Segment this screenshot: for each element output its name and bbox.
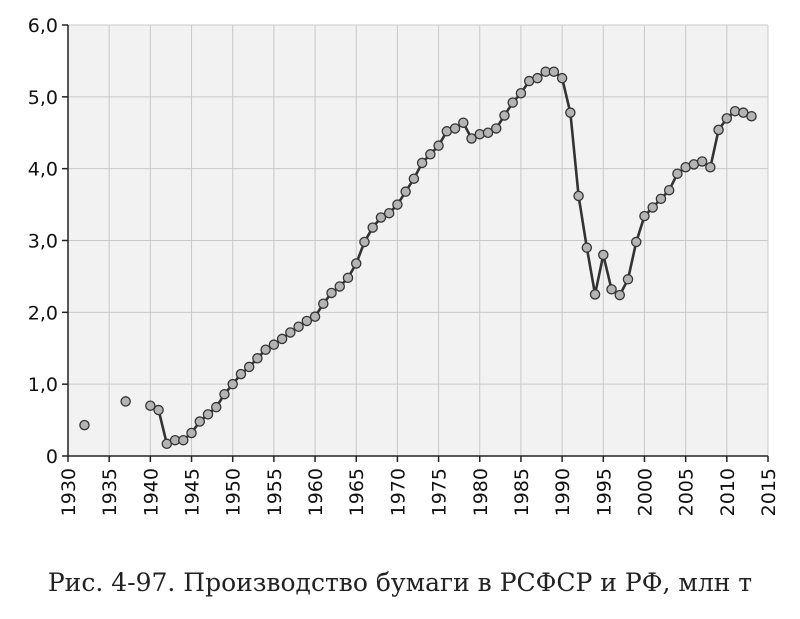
data-point xyxy=(565,107,576,118)
data-point xyxy=(375,212,387,223)
paper-production-chart: 1930 1935 1940 1945 1950 1955 1960 1965 1970 1975… xyxy=(28,15,780,516)
x-tick-label: 2000 xyxy=(634,468,656,516)
data-point xyxy=(367,222,378,233)
data-point xyxy=(153,404,164,416)
data-point xyxy=(746,110,757,122)
data-point xyxy=(548,66,560,77)
data-point xyxy=(433,140,444,151)
x-tick-label: 2005 xyxy=(676,468,698,516)
data-point xyxy=(614,289,626,301)
data-point xyxy=(268,339,280,350)
data-point xyxy=(301,315,313,327)
x-tick-label: 1950 xyxy=(223,468,245,516)
data-point xyxy=(466,133,477,144)
data-point xyxy=(383,207,395,219)
data-point xyxy=(573,190,584,202)
data-point xyxy=(243,361,255,373)
data-point xyxy=(606,284,617,295)
data-point xyxy=(252,353,263,364)
x-tick-label: 1945 xyxy=(182,468,204,516)
data-point xyxy=(515,87,527,99)
data-point xyxy=(581,242,593,253)
data-point xyxy=(639,210,650,222)
x-tick-label: 1970 xyxy=(387,468,409,516)
data-point xyxy=(630,236,642,248)
y-tick-label: 4,0 xyxy=(28,159,58,181)
data-point xyxy=(532,72,543,84)
y-tick-label: 2,0 xyxy=(28,302,58,324)
data-point xyxy=(79,419,90,431)
data-point xyxy=(285,327,296,338)
data-point xyxy=(499,110,510,121)
data-point xyxy=(334,281,346,292)
x-tick-label: 2015 xyxy=(758,468,780,516)
data-point xyxy=(705,161,716,173)
y-tick-label: 1,0 xyxy=(28,374,58,396)
data-point xyxy=(598,249,609,261)
data-point xyxy=(655,193,667,205)
x-tick-label: 1990 xyxy=(552,468,574,516)
data-point xyxy=(186,427,197,439)
data-point xyxy=(293,321,304,332)
tick-labels: 1930 1935 1940 1945 1950 1955 1960 1965 1970 1975… xyxy=(28,15,780,516)
data-point xyxy=(507,97,518,108)
data-point xyxy=(622,274,634,285)
data-point xyxy=(400,186,411,197)
data-point xyxy=(318,298,329,309)
data-point xyxy=(482,127,494,138)
data-point xyxy=(721,113,733,124)
data-point xyxy=(342,272,354,284)
data-point xyxy=(556,72,568,84)
data-point xyxy=(219,388,230,400)
x-tick-label: 1985 xyxy=(511,468,533,516)
y-tick-label: 6,0 xyxy=(28,15,58,37)
data-point xyxy=(235,368,247,380)
x-tick-label: 1965 xyxy=(346,468,368,516)
x-tick-label: 1935 xyxy=(99,468,121,516)
data-point xyxy=(449,123,461,134)
data-point xyxy=(589,289,601,300)
data-point xyxy=(392,199,403,210)
figure-caption: Рис. 4-97. Производство бумаги в РСФСР и… xyxy=(47,568,753,597)
y-tick-label: 5,0 xyxy=(28,87,58,109)
data-point xyxy=(416,157,428,169)
x-tick-label: 1940 xyxy=(140,468,162,516)
data-point xyxy=(260,344,271,355)
x-tick-label: 2010 xyxy=(717,468,739,516)
data-point xyxy=(309,311,321,322)
data-point xyxy=(490,123,502,134)
x-tick-label: 1960 xyxy=(305,468,327,516)
data-point xyxy=(145,400,156,411)
x-tick-label: 1930 xyxy=(58,468,80,516)
x-tick-label: 1955 xyxy=(264,468,286,516)
data-point xyxy=(672,168,683,179)
x-tick-label: 1975 xyxy=(429,468,451,516)
data-point xyxy=(647,202,658,213)
data-point xyxy=(359,236,370,248)
data-point xyxy=(227,378,238,390)
data-point xyxy=(408,173,420,184)
data-point xyxy=(458,117,469,128)
x-tick-label: 1980 xyxy=(470,468,492,516)
data-point xyxy=(350,258,362,269)
data-point xyxy=(202,409,214,420)
data-point xyxy=(120,396,131,407)
y-tick-label: 0 xyxy=(46,446,58,468)
data-point xyxy=(194,416,206,427)
series xyxy=(79,66,757,450)
data-point xyxy=(696,156,708,167)
data-point xyxy=(663,184,675,196)
data-point xyxy=(178,434,189,446)
data-point xyxy=(425,149,436,160)
data-point xyxy=(326,287,337,299)
y-tick-label: 3,0 xyxy=(28,231,58,253)
data-point xyxy=(276,333,288,345)
data-point xyxy=(210,401,222,413)
axes xyxy=(62,24,769,462)
x-tick-label: 1995 xyxy=(593,468,615,516)
data-point xyxy=(713,124,724,136)
